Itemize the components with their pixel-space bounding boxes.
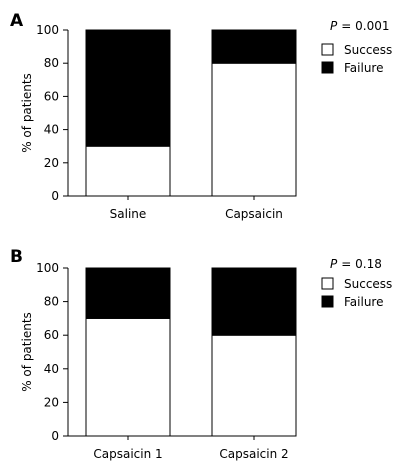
y-axis-title: % of patients xyxy=(20,312,34,392)
y-tick-label: 20 xyxy=(44,395,59,409)
bar-success-1 xyxy=(85,317,171,437)
y-tick-label: 60 xyxy=(44,328,59,342)
legend-swatch-success xyxy=(321,277,334,290)
y-tick-label: 100 xyxy=(36,23,59,37)
bar-success-2 xyxy=(211,62,297,197)
y-tick-label: 80 xyxy=(44,56,59,70)
p-value-text: = 0.001 xyxy=(341,19,389,33)
panel-label: A xyxy=(10,11,24,31)
p-value-annotation: P = 0.18 xyxy=(330,257,382,271)
y-tick-label: 40 xyxy=(44,362,59,376)
bar-failure-1 xyxy=(85,267,171,319)
p-value-annotation: P = 0.001 xyxy=(330,19,389,33)
y-tick-label: 40 xyxy=(44,123,59,137)
p-value-text: = 0.18 xyxy=(341,257,382,271)
chart-panel-b: B 0 20 40 60 80 100 % of patients Capsaicin 1 Cap… xyxy=(10,247,392,461)
y-tick-label: 100 xyxy=(36,261,59,275)
x-tick-label: Capsaicin xyxy=(225,207,283,221)
legend-label-failure: Failure xyxy=(344,295,383,309)
y-tick-label: 0 xyxy=(51,429,59,443)
y-tick-label: 60 xyxy=(44,89,59,103)
bar-failure-2 xyxy=(211,29,297,64)
legend-label-success: Success xyxy=(344,43,392,57)
y-axis-title: % of patients xyxy=(20,73,34,153)
x-tick-label: Capsaicin 1 xyxy=(93,447,162,461)
p-value-symbol: P xyxy=(330,257,338,271)
bar-success-1 xyxy=(85,145,171,197)
legend-swatch-failure xyxy=(321,61,334,74)
chart-panel-a: A 0 20 40 60 80 100 % of patients Saline Capsaici… xyxy=(10,11,392,221)
y-tick-label: 80 xyxy=(44,295,59,309)
y-tick-label: 20 xyxy=(44,156,59,170)
y-tick-label: 0 xyxy=(51,189,59,203)
legend-swatch-failure xyxy=(321,295,334,308)
legend-swatch-success xyxy=(321,43,334,56)
legend-label-success: Success xyxy=(344,277,392,291)
legend-label-failure: Failure xyxy=(344,61,383,75)
bar-success-2 xyxy=(211,334,297,437)
x-tick-label: Capsaicin 2 xyxy=(219,447,288,461)
bar-failure-2 xyxy=(211,267,297,336)
p-value-symbol: P xyxy=(330,19,338,33)
bar-failure-1 xyxy=(85,29,171,147)
x-tick-label: Saline xyxy=(110,207,147,221)
panel-label: B xyxy=(10,247,23,267)
